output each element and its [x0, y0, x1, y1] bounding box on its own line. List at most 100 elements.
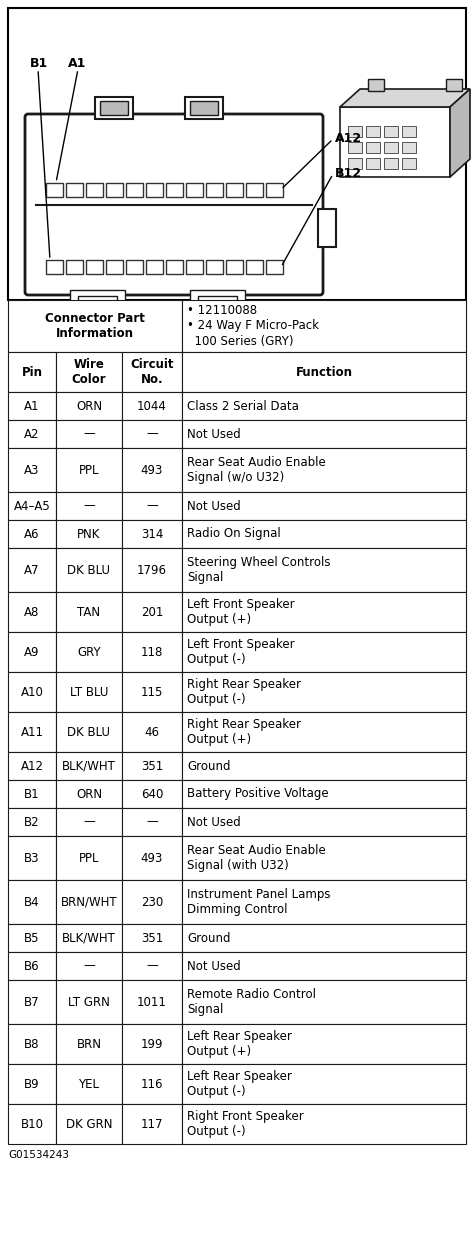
Text: Remote Radio Control
Signal: Remote Radio Control Signal — [187, 988, 316, 1017]
Text: Right Rear Speaker
Output (+): Right Rear Speaker Output (+) — [187, 717, 301, 746]
Bar — [56, 712, 122, 752]
Bar — [8, 712, 56, 752]
Bar — [340, 106, 450, 177]
Bar — [266, 183, 283, 197]
Text: Left Rear Speaker
Output (-): Left Rear Speaker Output (-) — [187, 1069, 292, 1098]
Bar — [182, 808, 466, 836]
Bar — [56, 780, 122, 808]
Bar — [8, 952, 56, 980]
Bar — [8, 448, 56, 492]
Text: Radio On Signal: Radio On Signal — [187, 527, 281, 541]
Bar — [8, 1104, 56, 1144]
Bar — [46, 260, 63, 274]
Text: 117: 117 — [141, 1118, 163, 1131]
Text: 640: 640 — [141, 788, 163, 800]
Text: PPL: PPL — [79, 463, 99, 477]
Bar — [122, 548, 182, 592]
Bar — [56, 672, 122, 712]
Text: Right Front Speaker
Output (-): Right Front Speaker Output (-) — [187, 1109, 304, 1138]
Bar — [182, 419, 466, 448]
Bar — [8, 1064, 56, 1104]
Bar — [122, 392, 182, 419]
Bar — [8, 392, 56, 419]
Bar — [384, 126, 398, 136]
Bar — [122, 808, 182, 836]
Text: PPL: PPL — [79, 851, 99, 864]
Bar — [122, 1024, 182, 1064]
Bar — [182, 520, 466, 548]
Text: ORN: ORN — [76, 399, 102, 412]
Bar — [368, 79, 384, 91]
Bar — [86, 260, 103, 274]
Text: 116: 116 — [141, 1078, 163, 1090]
Text: Instrument Panel Lamps
Dimming Control: Instrument Panel Lamps Dimming Control — [187, 888, 330, 916]
Bar — [56, 836, 122, 880]
Bar — [56, 392, 122, 419]
Text: A12: A12 — [20, 760, 44, 772]
Bar — [8, 352, 56, 392]
Bar — [56, 924, 122, 952]
Bar — [46, 183, 63, 197]
Bar — [106, 183, 123, 197]
Bar — [182, 780, 466, 808]
Bar — [56, 980, 122, 1024]
Text: BLK/WHT: BLK/WHT — [62, 931, 116, 944]
Bar — [122, 592, 182, 632]
Bar — [384, 158, 398, 169]
Text: Ground: Ground — [187, 931, 230, 944]
Bar — [56, 492, 122, 520]
Text: Function: Function — [295, 366, 353, 378]
Text: B5: B5 — [24, 931, 40, 944]
Bar — [8, 492, 56, 520]
Text: Circuit
No.: Circuit No. — [130, 358, 174, 387]
Text: 351: 351 — [141, 760, 163, 772]
Bar — [8, 924, 56, 952]
Bar — [182, 712, 466, 752]
Bar — [8, 880, 56, 924]
Text: A10: A10 — [20, 686, 44, 699]
Bar — [8, 980, 56, 1024]
Bar — [78, 295, 117, 310]
Bar — [56, 1104, 122, 1144]
Bar — [186, 183, 203, 197]
Text: LT GRN: LT GRN — [68, 995, 110, 1009]
Text: DK BLU: DK BLU — [67, 725, 110, 739]
Bar — [8, 1024, 56, 1064]
Text: A1: A1 — [68, 58, 86, 70]
Bar — [122, 492, 182, 520]
Text: B10: B10 — [20, 1118, 44, 1131]
Text: DK GRN: DK GRN — [66, 1118, 112, 1131]
Text: BRN: BRN — [76, 1038, 101, 1050]
Bar — [122, 880, 182, 924]
Bar — [8, 780, 56, 808]
Polygon shape — [450, 89, 470, 177]
Bar — [122, 672, 182, 712]
Bar — [56, 632, 122, 672]
Text: 1044: 1044 — [137, 399, 167, 412]
Text: 118: 118 — [141, 646, 163, 659]
Text: —: — — [146, 815, 158, 829]
Bar — [122, 924, 182, 952]
Bar — [206, 260, 223, 274]
Text: B3: B3 — [24, 851, 40, 864]
Text: Wire
Color: Wire Color — [72, 358, 106, 387]
Bar — [226, 183, 243, 197]
Text: GRY: GRY — [77, 646, 101, 659]
Bar — [8, 300, 182, 352]
Bar — [226, 260, 243, 274]
Bar — [56, 548, 122, 592]
Bar — [56, 952, 122, 980]
Bar — [122, 1064, 182, 1104]
Text: DK BLU: DK BLU — [67, 563, 110, 576]
Bar — [8, 520, 56, 548]
Text: B12: B12 — [335, 167, 362, 180]
Bar — [182, 1024, 466, 1064]
Text: 46: 46 — [145, 725, 159, 739]
Text: —: — — [83, 427, 95, 441]
Bar — [182, 1064, 466, 1104]
Text: A11: A11 — [20, 725, 44, 739]
Bar — [8, 752, 56, 780]
Text: LT BLU: LT BLU — [70, 686, 108, 699]
Bar — [366, 158, 380, 169]
Bar — [8, 808, 56, 836]
